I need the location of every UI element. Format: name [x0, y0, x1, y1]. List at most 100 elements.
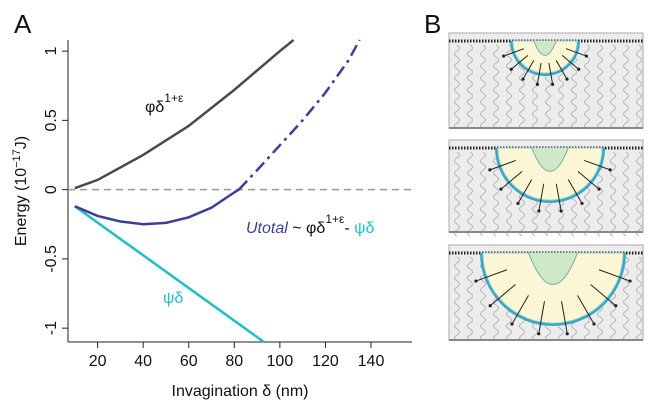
annotation-part: Utotal: [246, 220, 288, 237]
arrow-head: [509, 67, 513, 71]
y-tick-label: 1: [43, 47, 60, 56]
force-arrow: [577, 295, 595, 325]
lipid-tail: [467, 44, 473, 130]
force-arrow: [511, 295, 529, 325]
arrow-head: [597, 187, 601, 191]
annotation-part: φδ: [145, 99, 164, 116]
lipid-tail: [454, 256, 460, 342]
lipid-tail: [454, 44, 460, 130]
force-arrow: [565, 48, 587, 57]
x-tick-label: 80: [225, 353, 243, 370]
annotation-sup: 1+ε: [325, 212, 345, 226]
lipid-tail: [454, 151, 460, 237]
force-arrow: [489, 284, 516, 307]
arrow-head: [516, 201, 520, 206]
arrow-head: [551, 82, 555, 86]
lipid-tail: [493, 44, 499, 130]
arrow-head: [580, 201, 584, 206]
line: [237, 39, 361, 191]
lipid-tail: [467, 256, 473, 342]
arrow-head: [537, 209, 541, 213]
lipid-tail: [623, 256, 629, 342]
arrow-head: [614, 304, 618, 308]
line: [74, 205, 265, 344]
lipid-tail: [480, 44, 486, 130]
y-tick-label: -1: [43, 321, 60, 335]
invagination: [528, 252, 578, 285]
lipid-tail: [584, 44, 590, 130]
y-label-sup: −17: [11, 149, 23, 168]
force-arrow: [561, 301, 568, 334]
force-arrow: [561, 55, 580, 70]
force-arrow: [548, 62, 554, 85]
force-arrow: [584, 159, 611, 171]
lipid-tail: [623, 151, 629, 237]
force-arrow: [538, 301, 545, 334]
illustration: [448, 32, 644, 342]
lipid-tail: [610, 151, 616, 237]
force-arrow: [590, 284, 617, 307]
x-axis-label: Invagination δ (nm): [172, 383, 309, 400]
arrow-head: [499, 187, 503, 191]
arrow-head: [584, 54, 588, 58]
annotation: ψδ: [163, 290, 183, 307]
x-tick-label: 140: [358, 353, 385, 370]
arrow-head: [510, 322, 514, 326]
lipid-tail: [597, 44, 603, 130]
force-arrow: [522, 60, 535, 80]
lipid-tail: [636, 44, 642, 130]
force-arrow: [475, 269, 508, 282]
y-tick-label: -0.5: [43, 245, 60, 273]
panel-label: B: [424, 9, 441, 39]
y-axis-label: Energy (10−17J): [11, 136, 30, 246]
annotation-part: ~ φδ: [288, 220, 326, 237]
lipid-tail: [636, 256, 642, 342]
annotation-sup: 1+ε: [164, 91, 184, 105]
force-arrow: [577, 171, 600, 190]
arrow-head: [608, 168, 612, 172]
force-arrow: [517, 179, 533, 204]
line: [74, 188, 240, 226]
force-arrow: [538, 183, 545, 212]
invagination: [531, 147, 569, 172]
line: [74, 39, 295, 190]
lipid-tail: [610, 44, 616, 130]
particle: [482, 252, 624, 324]
x-tick-label: 100: [267, 353, 294, 370]
lipid-tail: [571, 44, 577, 130]
x-tick-label: 40: [134, 353, 152, 370]
annotation: φδ1+ε: [145, 91, 184, 116]
arrow-head: [565, 332, 569, 336]
force-arrow: [489, 159, 516, 171]
force-arrow: [598, 269, 631, 282]
arrow-head: [535, 82, 539, 86]
x-tick-label: 20: [89, 353, 107, 370]
force-arrow: [555, 183, 562, 212]
arrow-head: [521, 77, 525, 81]
force-arrow: [510, 55, 529, 70]
annotation: Utotal ~ φδ1+ε- ψδ: [246, 212, 375, 237]
force-arrow: [536, 62, 542, 85]
force-arrow: [503, 48, 525, 57]
lipid-tail: [480, 151, 486, 237]
arrow-head: [559, 209, 563, 213]
invagination: [533, 40, 557, 56]
force-arrow: [500, 171, 523, 190]
lipid-tail: [506, 44, 512, 130]
arrow-head: [577, 67, 581, 71]
y-label-part: J): [13, 136, 30, 149]
force-arrow: [567, 179, 583, 204]
arrow-head: [502, 54, 506, 58]
arrow-head: [488, 304, 492, 308]
x-tick-label: 60: [180, 353, 198, 370]
arrow-head: [592, 322, 596, 326]
particle: [512, 40, 578, 74]
arrow-head: [565, 77, 569, 81]
arrow-head: [488, 168, 492, 172]
panel-label: A: [14, 9, 32, 39]
y-tick-label: 0: [43, 185, 60, 194]
arrow-head: [628, 279, 632, 283]
y-tick-label: 0.5: [43, 109, 60, 131]
